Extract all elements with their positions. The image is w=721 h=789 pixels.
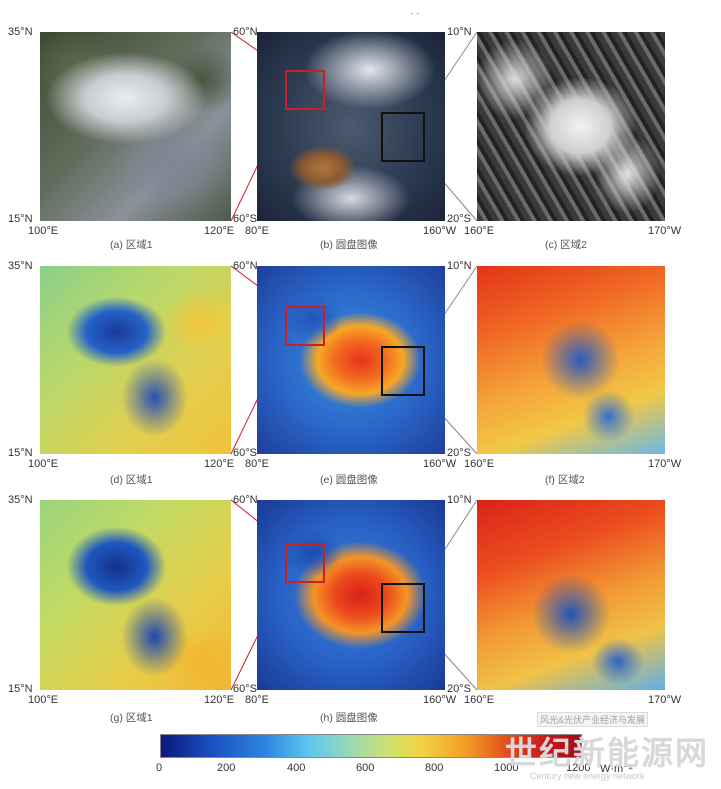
- region2-marker-box: [381, 112, 425, 162]
- colorbar-unit: W·m⁻²: [600, 763, 633, 775]
- full-disk-heatmap-image: [257, 266, 445, 454]
- lon-left-label: 100°E: [28, 225, 59, 237]
- colorbar-tick: 0: [156, 762, 163, 774]
- lat-top-label: 60°N: [233, 494, 258, 506]
- lon-left-label: 160°E: [464, 458, 495, 470]
- region2-marker-box: [381, 583, 425, 633]
- lat-top-label: 35°N: [8, 494, 33, 506]
- lon-left-label: 160°E: [464, 694, 495, 706]
- region1-marker-box: [285, 543, 325, 583]
- lon-right-label: 120°E: [204, 225, 235, 237]
- lon-left-label: 80°E: [245, 225, 269, 237]
- region1-true-color-image: [40, 32, 231, 221]
- lon-right-label: 160°W: [423, 458, 457, 470]
- lat-top-label: 60°N: [233, 26, 258, 38]
- region1-marker-box: [285, 306, 325, 346]
- panel-caption: (a) 区域1: [110, 239, 153, 251]
- lon-left-label: 100°E: [28, 458, 59, 470]
- region1-marker-box: [285, 70, 325, 110]
- lat-top-label: 60°N: [233, 260, 258, 272]
- lon-left-label: 80°E: [245, 458, 269, 470]
- colorbar-tick: 800: [425, 762, 444, 774]
- panel-caption: (e) 圆盘图像: [320, 474, 378, 486]
- lon-right-label: 160°W: [423, 225, 457, 237]
- lat-top-label: 10°N: [447, 26, 472, 38]
- panel-caption: (g) 区域1: [110, 712, 153, 724]
- watermark-logo-text: 世纪新能源网: [505, 735, 710, 771]
- lon-right-label: 120°E: [204, 458, 235, 470]
- lon-right-label: 170°W: [648, 458, 682, 470]
- colorbar-tick: 400: [287, 762, 306, 774]
- panel-caption: (c) 区域2: [545, 239, 587, 251]
- colorbar: [160, 734, 582, 758]
- colorbar-tick: 1200: [566, 762, 591, 774]
- full-disk-true-color-image: [257, 32, 445, 221]
- region2-marker-box: [381, 346, 425, 396]
- panel-caption: (h) 圆盘图像: [320, 712, 378, 724]
- lat-top-label: 35°N: [8, 260, 33, 272]
- lon-right-label: 160°W: [423, 694, 457, 706]
- lon-right-label: 170°W: [648, 225, 682, 237]
- watermark-tag: 风光&光伏产业经济与发展: [537, 712, 649, 727]
- region2-true-color-image: [477, 32, 665, 221]
- panel-caption: (f) 区域2: [545, 474, 585, 486]
- lat-bottom-label: 20°S: [447, 447, 471, 459]
- region2-heatmap-image: [477, 266, 665, 454]
- lat-bottom-label: 15°N: [8, 213, 33, 225]
- lon-left-label: 80°E: [245, 694, 269, 706]
- full-disk-heatmap-image: [257, 500, 445, 690]
- region2-heatmap-image: [477, 500, 665, 690]
- lat-bottom-label: 20°S: [447, 213, 471, 225]
- top-mark: · ·: [410, 8, 420, 19]
- colorbar-tick: 200: [217, 762, 236, 774]
- panel-caption: (b) 圆盘图像: [320, 239, 378, 251]
- lat-bottom-label: 20°S: [447, 683, 471, 695]
- colorbar-tick: 1000: [494, 762, 519, 774]
- lat-top-label: 35°N: [8, 26, 33, 38]
- lat-bottom-label: 60°S: [233, 447, 257, 459]
- lat-bottom-label: 60°S: [233, 213, 257, 225]
- region1-heatmap-image: [40, 500, 231, 690]
- lon-right-label: 120°E: [204, 694, 235, 706]
- colorbar-tick: 600: [356, 762, 375, 774]
- lat-bottom-label: 15°N: [8, 683, 33, 695]
- lon-right-label: 170°W: [648, 694, 682, 706]
- lat-top-label: 10°N: [447, 260, 472, 272]
- region1-heatmap-image: [40, 266, 231, 454]
- lon-left-label: 160°E: [464, 225, 495, 237]
- lat-bottom-label: 15°N: [8, 447, 33, 459]
- lat-bottom-label: 60°S: [233, 683, 257, 695]
- lat-top-label: 10°N: [447, 494, 472, 506]
- panel-caption: (d) 区域1: [110, 474, 153, 486]
- watermark-subtext: Century new energy network: [530, 771, 645, 781]
- lon-left-label: 100°E: [28, 694, 59, 706]
